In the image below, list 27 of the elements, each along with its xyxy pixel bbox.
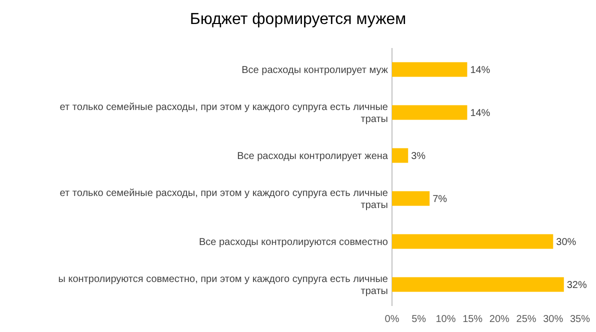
data-label: 14% (470, 65, 490, 76)
y-tick-label: ет только семейные расходы, при этом у каждого супруга есть личные траты (60, 102, 388, 125)
chart-title: Бюджет формируется мужем (190, 11, 406, 28)
x-tick-label: 35% (570, 314, 590, 325)
y-tick-label: Все расходы контролирует муж (242, 65, 388, 76)
bar (392, 234, 554, 249)
y-tick-label: Все расходы контролирует жена (237, 151, 388, 162)
bar (392, 62, 468, 77)
x-tick-label: 15% (462, 314, 483, 325)
data-label: 14% (470, 108, 490, 119)
bar (392, 105, 468, 120)
data-label: 3% (411, 151, 426, 162)
y-tick-label: ет только семейные расходы, при этом у каждого супруга есть личные траты (60, 188, 388, 211)
x-tick-label: 5% (412, 314, 426, 325)
y-tick-label: Все расходы контролируются совместно (198, 237, 388, 248)
data-label: 32% (566, 280, 588, 291)
bar (392, 148, 408, 163)
y-tick-label: ы контролируются совместно, при этом у каждого супруга есть личные траты (58, 274, 388, 297)
x-tick-label: 30% (543, 314, 564, 325)
bar (392, 277, 564, 292)
bar (392, 191, 430, 206)
x-tick-label: 10% (436, 314, 456, 325)
data-label: 7% (432, 194, 448, 205)
data-label: 30% (556, 237, 576, 248)
x-tick-label: 25% (516, 314, 536, 325)
x-tick-label: 20% (489, 314, 510, 325)
x-tick-label: 0% (384, 314, 400, 325)
